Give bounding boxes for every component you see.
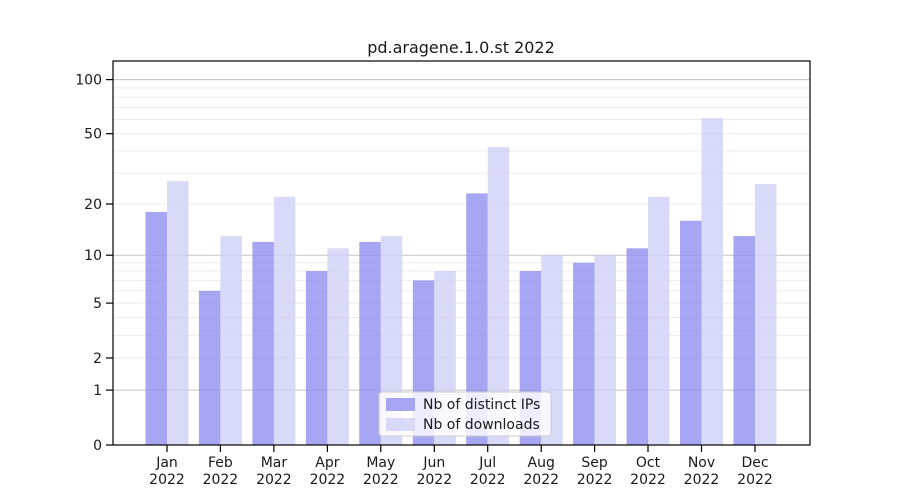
bar-distinct-ips-apr [305,271,328,445]
x-tick-label-year: 2022 [630,472,666,488]
y-tick-label: 20 [84,197,102,213]
bar-distinct-ips-dec [733,236,755,445]
y-tick-label: 5 [93,296,102,312]
axes: 0125102050100Jan2022Feb2022Mar2022Apr202… [75,73,773,488]
x-tick-label-year: 2022 [577,472,613,488]
x-tick-label-year: 2022 [416,472,452,488]
x-tick-label-month: May [366,455,395,471]
x-tick-label-month: Jun [422,455,445,471]
x-tick-label-month: Nov [688,455,715,471]
y-tick-label: 10 [84,248,102,264]
bar-distinct-ips-nov [680,220,702,445]
x-tick-label-month: Jan [155,455,178,471]
x-tick-label-year: 2022 [149,472,185,488]
legend-swatch-downloads [386,418,415,431]
legend-box [378,391,552,437]
bar-distinct-ips-may [359,241,381,445]
bar-distinct-ips-mar [252,241,274,445]
bar-distinct-ips-feb [198,290,221,445]
bar-downloads-apr [327,248,349,445]
x-tick-label-month: Oct [636,455,661,471]
x-tick-label-year: 2022 [363,472,399,488]
bar-downloads-oct [648,196,670,445]
bar-distinct-ips-sep [573,262,595,445]
x-tick-label-year: 2022 [256,472,292,488]
bar-downloads-mar [273,196,296,445]
x-tick-label-year: 2022 [684,472,720,488]
x-tick-label-year: 2022 [310,472,346,488]
y-tick-label: 50 [84,127,102,143]
legend-label-downloads: Nb of downloads [423,417,540,433]
x-tick-label-year: 2022 [737,472,773,488]
bar-distinct-ips-jan [145,211,167,445]
y-tick-label: 1 [93,383,102,399]
x-tick-label-year: 2022 [203,472,239,488]
bar-distinct-ips-oct [626,248,648,445]
bar-downloads-jul [487,147,510,445]
x-tick-label-month: Aug [528,455,555,471]
y-tick-label: 0 [93,438,102,454]
legend-label-distinct-ips: Nb of distinct IPs [423,397,540,413]
plot-border [112,60,811,446]
y-tick-label: 100 [75,73,102,89]
chart-title: pd.aragene.1.0.st 2022 [367,38,555,57]
bar-downloads-dec [755,184,777,445]
legend-swatch-distinct-ips [386,398,415,411]
bar-downloads-feb [220,236,242,445]
x-tick-label-month: Mar [261,455,288,471]
x-tick-label-month: Jul [478,455,496,471]
x-tick-label-year: 2022 [523,472,559,488]
legend: Nb of distinct IPs Nb of downloads [378,391,552,437]
x-tick-label-month: Apr [315,455,339,471]
bar-distinct-ips-jul [466,193,488,445]
bar-downloads-nov [701,118,723,445]
x-tick-label-month: Dec [741,455,768,471]
x-tick-label-month: Sep [581,455,608,471]
bar-downloads-sep [594,255,617,445]
y-tick-label: 2 [93,351,102,367]
x-tick-label-month: Feb [208,455,233,471]
x-tick-label-year: 2022 [470,472,506,488]
bar-downloads-jan [167,181,189,445]
